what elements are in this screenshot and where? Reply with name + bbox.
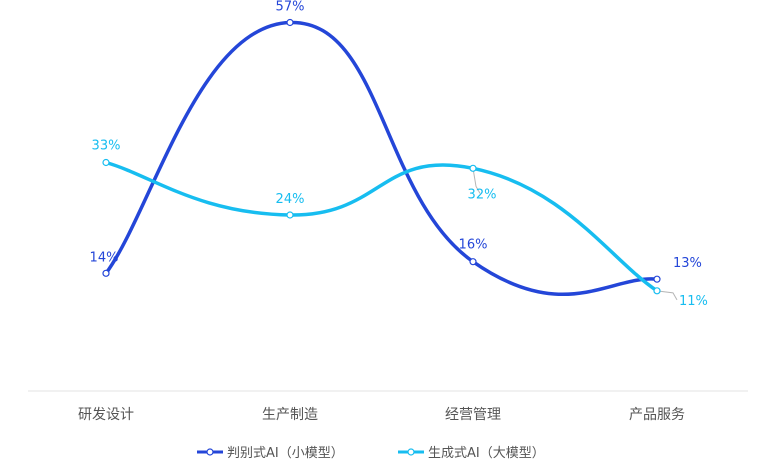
x-tick-label: 经营管理	[445, 407, 501, 423]
data-point[interactable]	[102, 269, 110, 277]
data-points	[102, 18, 661, 295]
series-lines	[104, 20, 659, 296]
data-label: 57%	[276, 0, 305, 15]
legend-label: 生成式AI（大模型）	[428, 446, 545, 461]
x-tick-label: 研发设计	[78, 407, 134, 423]
label-leader-line	[656, 290, 678, 301]
x-tick-label: 产品服务	[629, 407, 685, 423]
legend[interactable]: 判别式AI（小模型） 生成式AI（大模型）	[197, 446, 545, 461]
series-line	[104, 20, 659, 296]
data-point[interactable]	[286, 211, 294, 219]
series-line	[104, 160, 659, 293]
data-label: 32%	[468, 187, 497, 202]
data-point[interactable]	[469, 164, 477, 172]
data-point[interactable]	[469, 258, 477, 266]
data-point[interactable]	[102, 158, 110, 167]
legend-item[interactable]: 生成式AI（大模型）	[398, 446, 545, 461]
data-point[interactable]	[653, 287, 661, 295]
data-point[interactable]	[286, 18, 294, 27]
legend-swatch-marker	[407, 448, 415, 456]
x-tick-labels: 研发设计 生产制造 经营管理 产品服务	[78, 407, 685, 423]
data-label: 13%	[673, 256, 702, 271]
legend-item[interactable]: 判别式AI（小模型）	[197, 446, 344, 461]
legend-swatch-marker	[206, 448, 214, 456]
label-leader-lines	[472, 168, 678, 301]
x-tick-label: 生产制造	[262, 407, 318, 423]
data-label: 16%	[459, 238, 488, 253]
legend-label: 判别式AI（小模型）	[227, 446, 344, 461]
data-labels: 14% 57% 16% 13% 33% 24% 32% 11%	[90, 0, 708, 309]
label-leader-line	[472, 168, 481, 194]
data-label: 33%	[92, 139, 121, 154]
data-label: 24%	[276, 192, 305, 207]
data-point[interactable]	[653, 275, 661, 283]
data-label: 11%	[679, 294, 708, 309]
data-label: 14%	[90, 250, 119, 265]
